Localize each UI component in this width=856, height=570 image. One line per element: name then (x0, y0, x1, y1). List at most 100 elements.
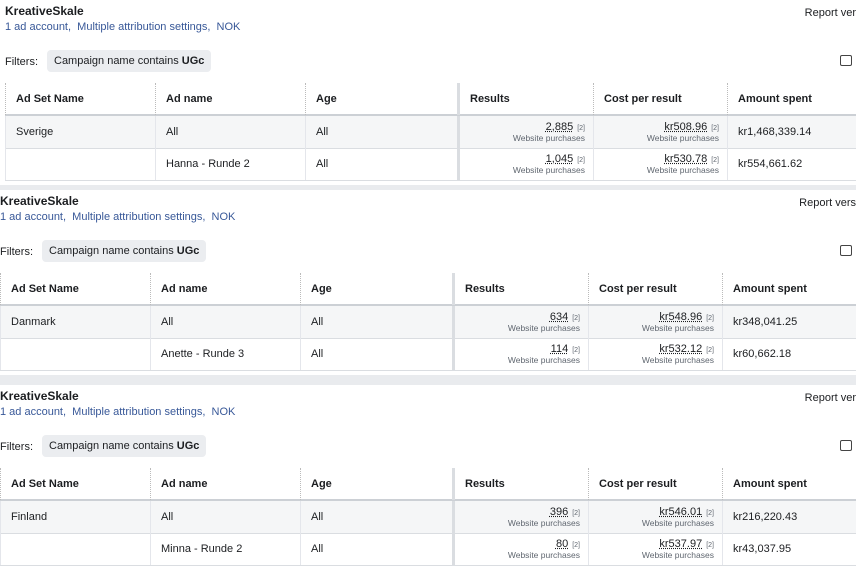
metric-value[interactable]: 80 (555, 538, 569, 550)
account-subtitle[interactable]: 1 ad account, Multiple attribution setti… (0, 211, 236, 223)
column-header[interactable]: Amount spent (722, 468, 856, 500)
table-cell: All (305, 116, 457, 148)
metric-line: 634 [2] (550, 311, 580, 323)
filter-chip[interactable]: Campaign name contains UGc (42, 435, 207, 457)
column-header[interactable]: Ad Set Name (5, 83, 155, 115)
table-cell: kr348,041.25 (722, 306, 856, 338)
cell-text: Sverige (16, 126, 54, 138)
filter-chip[interactable]: Campaign name contains UGc (47, 50, 212, 72)
table-cell: kr532.12 [2] Website purchases (588, 338, 722, 370)
column-header[interactable]: Ad Set Name (0, 273, 150, 305)
metric-subtext: Website purchases (507, 355, 580, 365)
table-cell: kr216,220.43 (722, 501, 856, 533)
cell-text: All (166, 126, 179, 138)
table-cell: All (300, 338, 452, 370)
column-header[interactable]: Results (457, 83, 593, 115)
table-cell: Hanna - Runde 2 (155, 148, 305, 180)
metric-line: kr546.01 [2] (659, 506, 714, 518)
cell-text: All (161, 511, 174, 523)
table-cell: kr546.01 [2] Website purchases (588, 501, 722, 533)
table-cell: 396 [2] Website purchases (452, 501, 588, 533)
filters-label: Filters: (5, 56, 38, 68)
account-subtitle[interactable]: 1 ad account, Multiple attribution setti… (5, 21, 241, 33)
metric-line: kr532.12 [2] (659, 343, 714, 355)
table-cell: Danmark (0, 306, 150, 338)
metric-line: 1,045 [2] (546, 153, 585, 165)
column-header[interactable]: Results (452, 273, 588, 305)
cell-text: All (311, 543, 324, 555)
filter-value: UGc (176, 245, 200, 257)
metric-value[interactable]: kr548.96 (659, 311, 703, 323)
attribution-note: [2] (572, 347, 580, 354)
metric-line: kr508.96 [2] (664, 121, 719, 133)
cell-text: kr216,220.43 (733, 511, 798, 523)
metric-line: kr548.96 [2] (659, 311, 714, 323)
report-version[interactable]: Report vers (799, 197, 856, 209)
column-header[interactable]: Cost per result (593, 83, 727, 115)
cell-text: kr60,662.18 (733, 348, 792, 360)
metric-value[interactable]: kr530.78 (664, 153, 708, 165)
table-row: Finland All All 396 [2] Website purchases kr54… (0, 501, 856, 534)
metric-value[interactable]: 1,045 (545, 153, 574, 165)
report-version[interactable]: Report ver (804, 392, 856, 404)
table-cell: Finland (0, 501, 150, 533)
column-header[interactable]: Ad name (150, 273, 300, 305)
column-header[interactable]: Age (305, 83, 457, 115)
metric-value[interactable]: kr508.96 (664, 121, 708, 133)
account-title: KreativeSkale (0, 389, 79, 403)
metric-value[interactable]: 114 (550, 343, 569, 355)
cell-text: All (311, 348, 324, 360)
metric-value[interactable]: kr546.01 (659, 506, 703, 518)
column-header[interactable]: Amount spent (727, 83, 856, 115)
metric-line: kr530.78 [2] (664, 153, 719, 165)
column-header[interactable]: Ad name (150, 468, 300, 500)
column-header[interactable]: Amount spent (722, 273, 856, 305)
table-cell: kr537.97 [2] Website purchases (588, 533, 722, 565)
table-cell: All (155, 116, 305, 148)
account-subtitle[interactable]: 1 ad account, Multiple attribution setti… (0, 406, 236, 418)
table-cell: kr1,468,339.14 (727, 116, 856, 148)
column-header[interactable]: Ad name (155, 83, 305, 115)
filter-chip[interactable]: Campaign name contains UGc (42, 240, 207, 262)
metric-line: kr537.97 [2] (659, 538, 714, 550)
table-icon[interactable] (840, 440, 852, 451)
metric-value[interactable]: 634 (549, 311, 569, 323)
report-panel: KreativeSkale 1 ad account, Multiple attr… (0, 385, 856, 570)
table-cell: kr554,661.62 (727, 148, 856, 180)
table-icon[interactable] (840, 55, 852, 66)
column-header[interactable]: Cost per result (588, 468, 722, 500)
table-cell: All (300, 533, 452, 565)
report-version[interactable]: Report ver (804, 7, 856, 19)
metric-subtext: Website purchases (507, 323, 580, 333)
table-cell (5, 148, 155, 180)
metric-subtext: Website purchases (512, 165, 585, 175)
column-header[interactable]: Ad Set Name (0, 468, 150, 500)
column-header[interactable]: Results (452, 468, 588, 500)
metric-subtext: Website purchases (646, 165, 719, 175)
metric-subtext: Website purchases (646, 133, 719, 143)
metric-subtext: Website purchases (641, 323, 714, 333)
cell-text: kr348,041.25 (733, 316, 798, 328)
column-header[interactable]: Age (300, 468, 452, 500)
metric-value[interactable]: kr532.12 (659, 343, 703, 355)
table-cell (0, 338, 150, 370)
metric-value[interactable]: 396 (549, 506, 569, 518)
column-header[interactable]: Cost per result (588, 273, 722, 305)
header-row: Ad Set Name Ad name Age Results Cost per res… (0, 468, 856, 501)
metric-value[interactable]: 2,885 (545, 121, 574, 133)
table-row: Minna - Runde 2 All 80 [2] Website purchases… (0, 533, 856, 566)
cell-text: Hanna - Runde 2 (166, 158, 250, 170)
attribution-note: [2] (706, 347, 714, 354)
table-cell (0, 533, 150, 565)
column-header[interactable]: Age (300, 273, 452, 305)
metric-line: 114 [2] (551, 343, 580, 355)
metric-value[interactable]: kr537.97 (659, 538, 703, 550)
cell-text: All (161, 316, 174, 328)
cell-text: kr554,661.62 (738, 158, 803, 170)
report-panel: KreativeSkale 1 ad account, Multiple attr… (0, 0, 856, 185)
report-panel: KreativeSkale 1 ad account, Multiple attr… (0, 190, 856, 375)
filter-value: UGc (181, 55, 205, 67)
filter-text: Campaign name contains (54, 55, 179, 67)
table-icon[interactable] (840, 245, 852, 256)
